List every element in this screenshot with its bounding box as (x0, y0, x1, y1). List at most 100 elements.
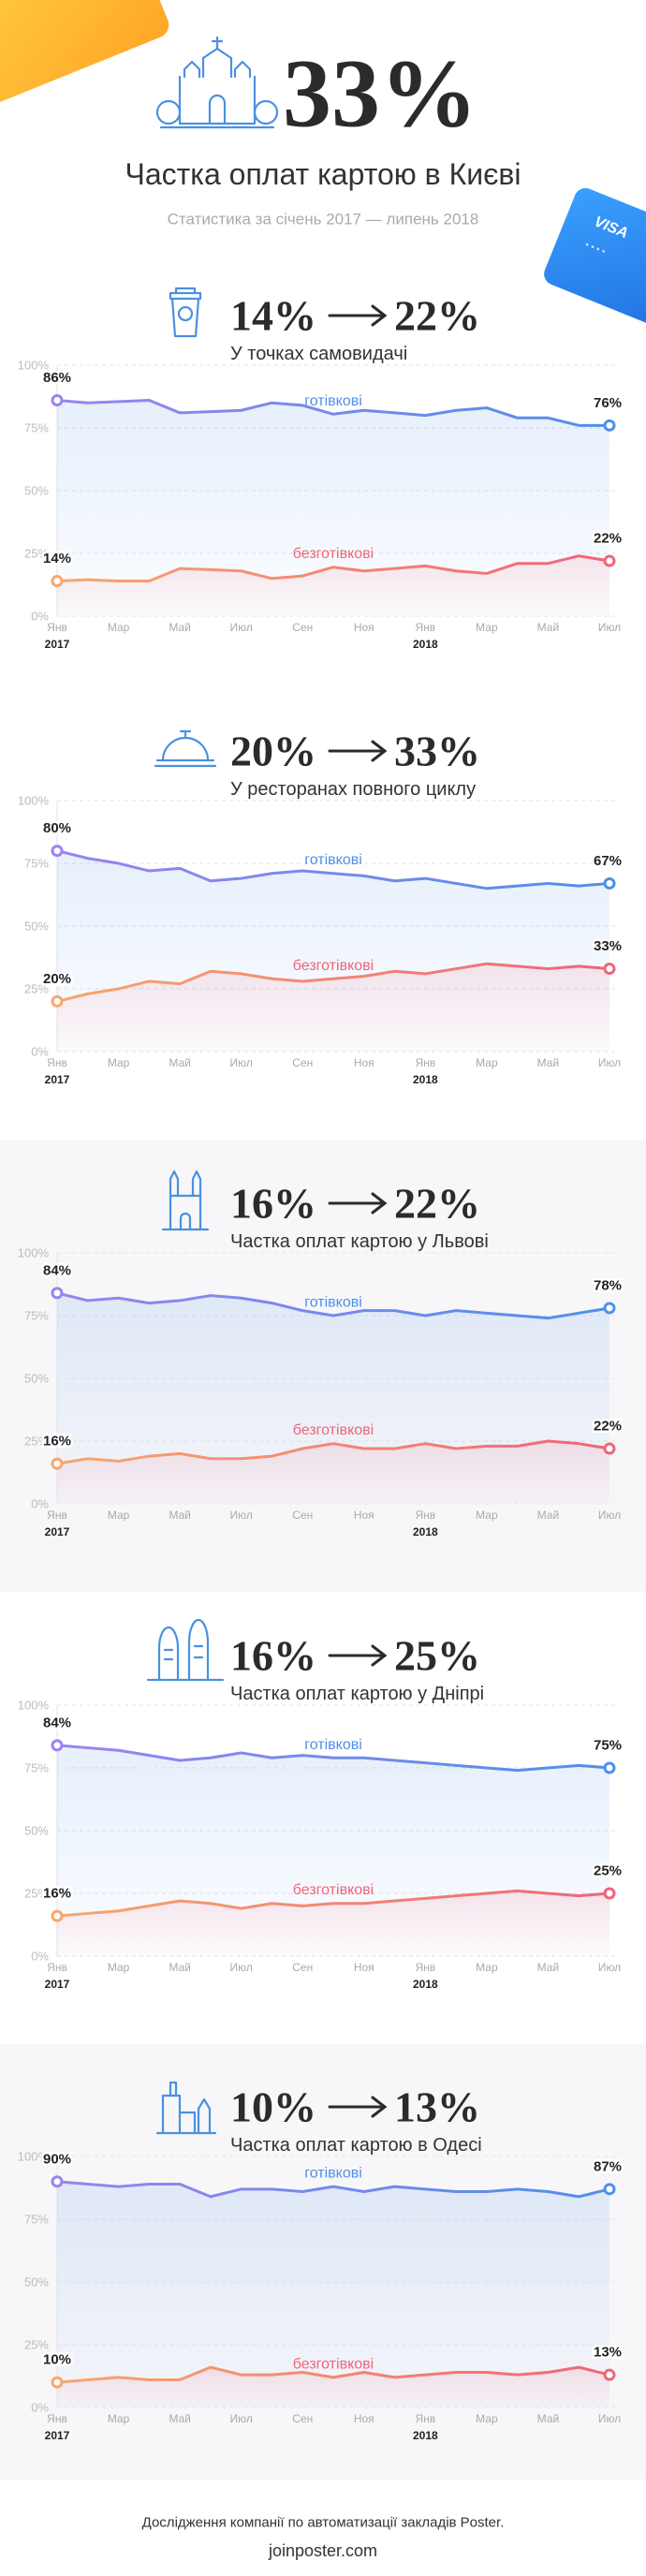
x-tick-label: Май (169, 2412, 191, 2425)
x-tick-label: Мар (108, 621, 130, 634)
x-tick-label: Янв (415, 621, 435, 634)
value-label: 25% (594, 1863, 622, 1879)
series-line (56, 554, 610, 582)
y-tick-label: 50% (24, 1824, 49, 1838)
year-label: 2018 (413, 638, 438, 651)
chart: 20% 33% У ресторанах повного циклу 0% 25% 50%… (18, 728, 624, 1087)
y-tick-label: 100% (18, 794, 50, 808)
value-label: 16% (43, 1434, 71, 1450)
value-label: 10% (43, 2352, 71, 2368)
y-tick-label: 25% (24, 2338, 49, 2352)
value-label: 20% (43, 971, 71, 987)
section-icon (161, 1170, 210, 1231)
x-tick-label: Май (169, 1961, 191, 1974)
y-tick-label: 100% (18, 1699, 50, 1713)
x-tick-label: Май (537, 1961, 560, 1974)
subtitle: Статистика за січень 2017 — липень 2018 (168, 211, 479, 228)
series-name: безготівкові (293, 1882, 374, 1898)
x-tick-label: Май (537, 1056, 560, 1069)
headline-from: 16% (230, 1180, 316, 1228)
x-tick-label: Июл (229, 1056, 252, 1069)
end-point (603, 554, 616, 567)
series-line (56, 1889, 610, 1918)
year-label: 2018 (413, 2429, 438, 2442)
y-tick-label: 25% (24, 1887, 49, 1901)
x-tick-label: Май (537, 1509, 560, 1522)
x-tick-label: Май (169, 621, 191, 634)
x-tick-label: Янв (47, 621, 67, 634)
y-tick-label: 75% (24, 2213, 49, 2227)
x-tick-label: Мар (108, 1509, 130, 1522)
value-label: 90% (43, 2151, 71, 2167)
y-tick-label: 25% (24, 1435, 49, 1449)
series-name: готівкові (304, 1295, 362, 1311)
x-tick-label: Мар (108, 2412, 130, 2425)
end-point (51, 1287, 64, 1300)
value-label: 84% (43, 1715, 71, 1730)
x-tick-label: Янв (415, 1056, 435, 1069)
headline-to: 25% (394, 1632, 480, 1680)
chart-subtitle: У ресторанах повного циклу (230, 779, 476, 800)
x-tick-label: Июл (229, 621, 252, 634)
x-tick-label: Янв (47, 1056, 67, 1069)
footer-text: Дослідження компанії по автоматизації за… (142, 2515, 505, 2531)
y-tick-label: 25% (24, 982, 49, 996)
y-tick-label: 75% (24, 421, 49, 435)
y-tick-label: 0% (31, 2401, 49, 2415)
x-tick-label: Июл (598, 621, 621, 634)
arrow (328, 740, 388, 762)
series-name: безготівкові (293, 958, 374, 974)
y-tick-label: 75% (24, 857, 49, 871)
x-tick-label: Сен (292, 1056, 313, 1069)
series-area (57, 2367, 609, 2407)
x-tick-label: Июл (598, 1509, 621, 1522)
x-tick-label: Янв (415, 1961, 435, 1974)
y-tick-label: 100% (18, 1246, 50, 1260)
value-label: 87% (594, 2158, 622, 2174)
y-tick-label: 50% (24, 1372, 49, 1386)
x-tick-label: Мар (476, 621, 498, 634)
x-tick-label: Июл (229, 2412, 252, 2425)
arrow (328, 304, 388, 327)
y-tick-label: 0% (31, 1950, 49, 1964)
value-label: 78% (594, 1277, 622, 1293)
year-label: 2018 (413, 1978, 438, 1991)
end-point (603, 876, 616, 890)
chart-subtitle: Частка оплат картою у Львові (230, 1231, 489, 1252)
x-tick-label: Ноя (354, 621, 374, 634)
x-tick-label: Сен (292, 1961, 313, 1974)
year-label: 2018 (413, 1525, 438, 1538)
value-label: 80% (43, 820, 71, 836)
value-label: 22% (594, 531, 622, 547)
end-point (51, 394, 64, 407)
x-tick-label: Янв (415, 2412, 435, 2425)
year-label: 2018 (413, 1073, 438, 1086)
x-tick-label: Сен (292, 1509, 313, 1522)
series-name: готівкові (304, 852, 362, 868)
chart: 10% 13% Частка оплат картою в Одесі 0% 25% 50… (18, 2081, 624, 2442)
series-line (56, 1291, 610, 1320)
end-point (603, 1302, 616, 1315)
end-point (603, 2368, 616, 2381)
footer-url: joinposter.com (268, 2541, 377, 2560)
end-point (51, 2376, 64, 2389)
y-tick-label: 0% (31, 610, 49, 624)
series-area (57, 964, 609, 1052)
headline-to: 22% (394, 1180, 480, 1228)
value-label: 16% (43, 1886, 71, 1902)
value-label: 75% (594, 1738, 622, 1754)
end-point (603, 1761, 616, 1774)
value-label: 13% (594, 2345, 622, 2361)
value-label: 67% (594, 853, 622, 869)
x-tick-label: Сен (292, 2412, 313, 2425)
series-area (57, 555, 609, 616)
x-tick-label: Ноя (354, 1056, 374, 1069)
end-point (603, 963, 616, 976)
end-point (51, 1739, 64, 1752)
x-tick-label: Июл (598, 1056, 621, 1069)
value-label: 84% (43, 1262, 71, 1278)
arrow (328, 2096, 388, 2118)
value-label: 86% (43, 370, 71, 386)
kyiv-icon (155, 36, 279, 129)
series-line (56, 849, 610, 891)
